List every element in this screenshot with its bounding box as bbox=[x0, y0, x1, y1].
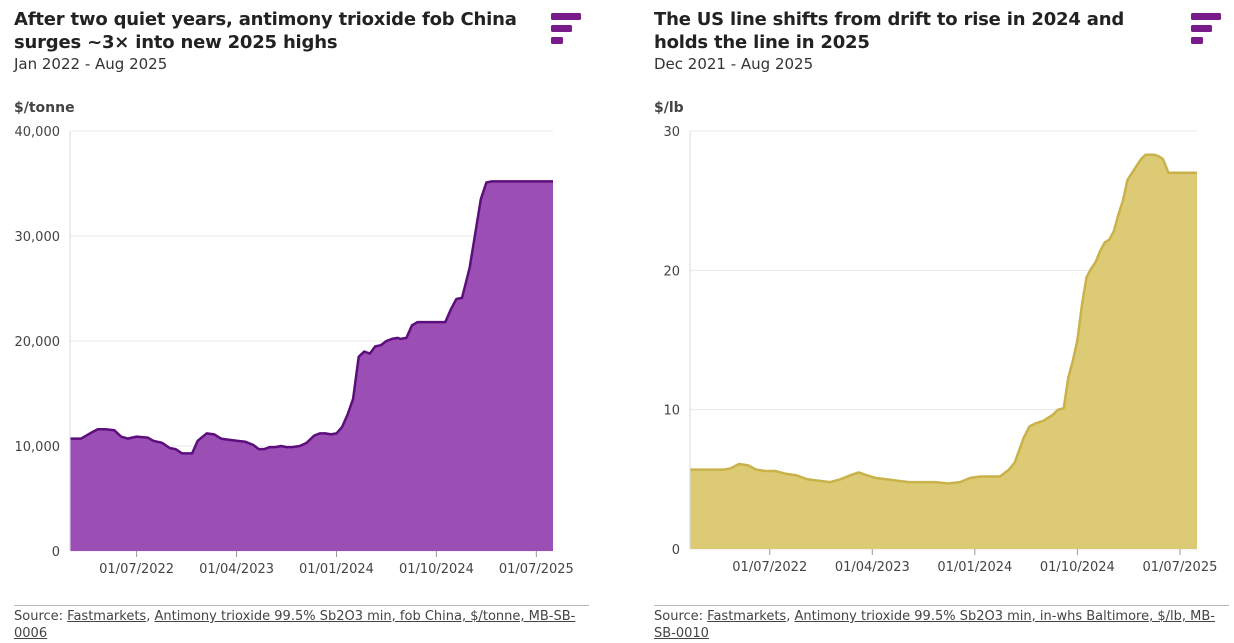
x-tick-label: 01/10/2024 bbox=[1040, 560, 1115, 575]
x-tick-label: 01/07/2022 bbox=[99, 562, 174, 577]
y-tick-label: 10 bbox=[663, 404, 680, 419]
fastmarkets-logo-icon bbox=[551, 13, 581, 44]
price-area bbox=[70, 181, 553, 551]
y-tick-label: 20,000 bbox=[15, 335, 61, 350]
y-tick-label: 10,000 bbox=[15, 440, 61, 455]
y-axis-unit: $/lb bbox=[654, 100, 684, 116]
price-chart-china: 0 10,000 20,000 30,000 40,000 01/07/2022 01/04… bbox=[15, 125, 574, 577]
source-link-series[interactable]: Antimony trioxide 99.5% Sb2O3 min, in-wh… bbox=[654, 609, 1215, 641]
y-tick-label: 0 bbox=[52, 545, 60, 560]
y-tick-label: 30 bbox=[663, 125, 680, 140]
chart-subtitle: Jan 2022 - Aug 2025 bbox=[14, 55, 168, 73]
source-link-series[interactable]: Antimony trioxide 99.5% Sb2O3 min, fob C… bbox=[14, 609, 576, 641]
price-area bbox=[690, 154, 1197, 549]
source-link-fastmarkets[interactable]: Fastmarkets bbox=[707, 609, 787, 624]
y-tick-label: 0 bbox=[672, 543, 680, 558]
y-tick-label: 20 bbox=[663, 264, 680, 279]
source-link-fastmarkets[interactable]: Fastmarkets bbox=[67, 609, 147, 624]
fastmarkets-logo-icon bbox=[1191, 13, 1221, 44]
x-tick-label: 01/10/2024 bbox=[399, 562, 474, 577]
price-line bbox=[70, 180, 553, 455]
price-chart-us: 0 10 20 30 01/07/2022 01/04/2023 01/01/2024 01/… bbox=[663, 125, 1217, 575]
source-separator: , bbox=[786, 609, 795, 624]
x-tick-label: 01/04/2023 bbox=[199, 562, 274, 577]
y-axis-unit: $/tonne bbox=[14, 100, 75, 116]
source-prefix: Source: bbox=[14, 609, 68, 624]
chart-title: After two quiet years, antimony trioxide… bbox=[14, 9, 517, 53]
x-tick-label: 01/01/2024 bbox=[937, 560, 1012, 575]
x-tick-label: 01/04/2023 bbox=[835, 560, 910, 575]
chart-panel-us: The US line shifts from drift to rise in… bbox=[640, 0, 1234, 643]
source-prefix: Source: bbox=[654, 609, 708, 624]
source-note: Source: Fastmarkets, Antimony trioxide 9… bbox=[14, 605, 589, 642]
x-tick-label: 01/07/2025 bbox=[1142, 560, 1217, 575]
price-line bbox=[690, 153, 1197, 485]
x-tick-label: 01/07/2025 bbox=[499, 562, 574, 577]
chart-subtitle: Dec 2021 - Aug 2025 bbox=[654, 55, 814, 73]
source-note: Source: Fastmarkets, Antimony trioxide 9… bbox=[654, 605, 1229, 642]
source-separator: , bbox=[146, 609, 155, 624]
x-tick-label: 01/01/2024 bbox=[299, 562, 374, 577]
chart-panel-china: After two quiet years, antimony trioxide… bbox=[0, 0, 600, 643]
chart-title: The US line shifts from drift to rise in… bbox=[654, 9, 1125, 53]
y-tick-label: 30,000 bbox=[15, 230, 61, 245]
x-tick-label: 01/07/2022 bbox=[732, 560, 807, 575]
y-tick-label: 40,000 bbox=[15, 125, 61, 140]
